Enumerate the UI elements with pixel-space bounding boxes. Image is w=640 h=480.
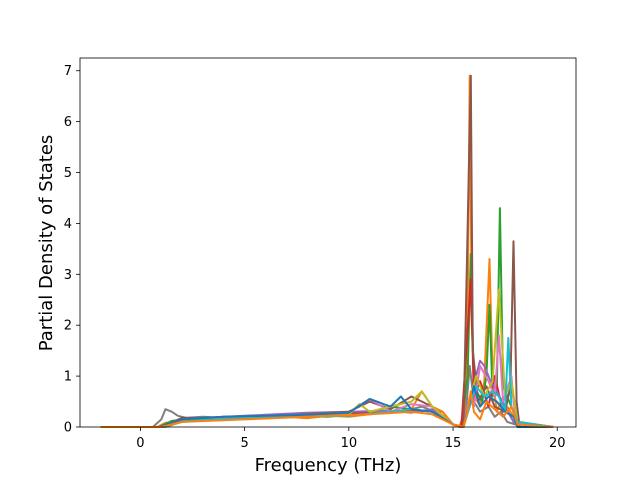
x-tick-label: 0 xyxy=(136,436,144,451)
y-tick-label: 7 xyxy=(64,64,72,79)
y-tick-label: 5 xyxy=(64,166,72,181)
x-tick-label: 20 xyxy=(549,436,566,451)
x-tick-label: 5 xyxy=(240,436,248,451)
plot-area xyxy=(100,74,554,428)
x-axis-ticks: 0 5 10 15 20 xyxy=(136,427,566,451)
y-tick-label: 3 xyxy=(64,268,72,283)
y-tick-label: 4 xyxy=(64,217,72,232)
axes-frame xyxy=(79,57,577,428)
y-tick-label: 2 xyxy=(64,319,72,334)
x-axis-label: Frequency (THz) xyxy=(255,455,402,476)
y-tick-label: 1 xyxy=(64,370,72,385)
y-axis-label: Partial Density of States xyxy=(36,135,57,352)
pdos-series-11-line xyxy=(100,390,554,428)
x-tick-label: 15 xyxy=(445,436,462,451)
x-tick-label: 10 xyxy=(341,436,358,451)
y-axis-ticks: 0 1 2 3 4 5 6 7 xyxy=(64,64,80,436)
y-tick-label: 6 xyxy=(64,115,72,130)
pdos-series-10-line xyxy=(100,385,554,428)
y-tick-label: 0 xyxy=(64,421,72,436)
